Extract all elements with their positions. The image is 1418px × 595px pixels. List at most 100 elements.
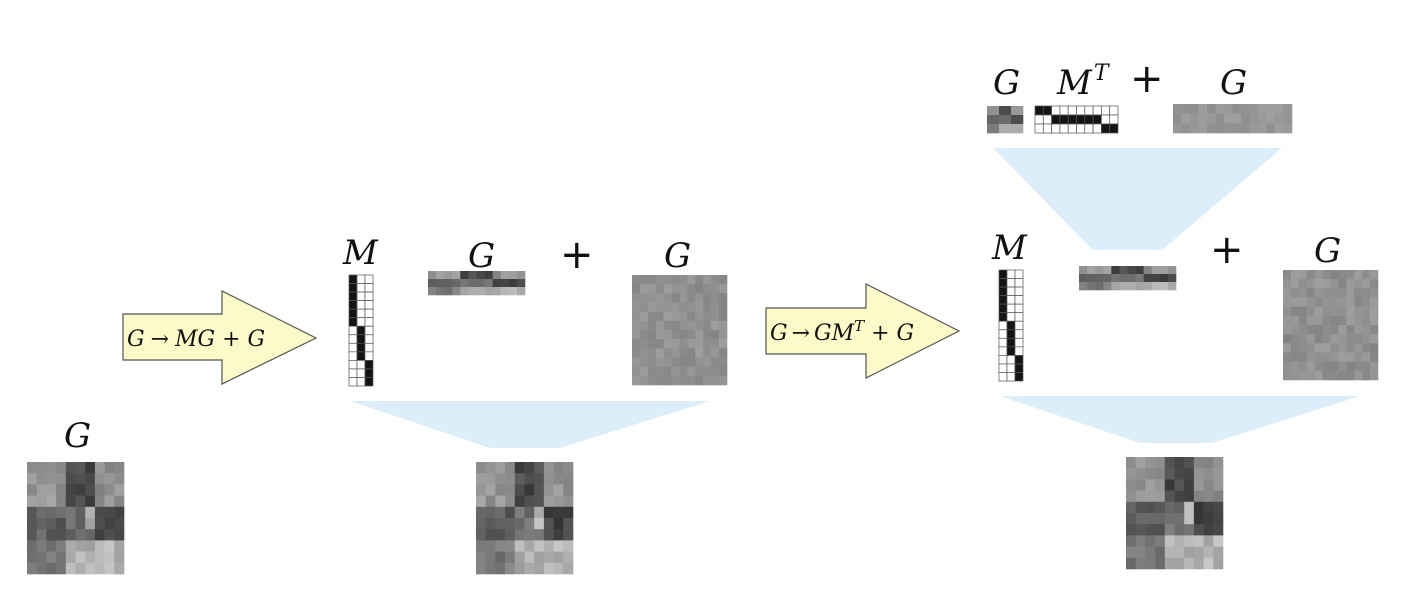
matrix-cell xyxy=(719,311,728,322)
matrix-cell xyxy=(1174,535,1185,547)
matrix-cell xyxy=(632,366,641,377)
matrix-cell xyxy=(1014,278,1024,288)
matrix-cell xyxy=(1014,320,1024,331)
matrix-cell xyxy=(655,293,664,303)
matrix-cell xyxy=(36,462,47,474)
matrix-cell xyxy=(500,279,510,288)
matrix-cell xyxy=(1241,123,1250,134)
matrix-cell xyxy=(1155,546,1166,559)
matrix-cell xyxy=(1006,346,1016,356)
matrix-cell xyxy=(1145,479,1156,491)
matrix-cell xyxy=(1322,370,1331,381)
matrix-cell xyxy=(468,279,477,288)
matrix-cell xyxy=(687,311,696,322)
matrix-cell xyxy=(663,275,672,285)
matrix-cell xyxy=(476,462,486,474)
matrix-cell xyxy=(1338,297,1347,307)
matrix-cell xyxy=(719,330,728,340)
matrix-cell xyxy=(500,271,510,280)
matrix-cell xyxy=(505,551,516,564)
matrix-cell xyxy=(104,540,115,552)
matrix-cell xyxy=(1258,123,1267,134)
matrix-cell xyxy=(703,284,712,294)
matrix-cell xyxy=(711,330,720,340)
matrix-cell xyxy=(1283,113,1293,124)
matrix-cell xyxy=(1283,279,1292,289)
matrix-cell xyxy=(94,484,105,496)
matrix-cell xyxy=(1203,468,1214,480)
matrix-cell xyxy=(1283,104,1293,114)
matrix-cell xyxy=(671,330,680,340)
matrix-cell xyxy=(1181,104,1191,114)
matrix-cell xyxy=(364,377,374,387)
matrix-cell xyxy=(655,339,664,349)
matrix-cell xyxy=(687,366,696,377)
matrix-cell xyxy=(1119,282,1128,291)
matrix-cell xyxy=(1127,274,1136,283)
matrix-cell xyxy=(1330,270,1339,280)
matrix-cell xyxy=(524,473,535,485)
funnel-shape xyxy=(993,148,1282,250)
matrix-cell xyxy=(460,271,469,280)
matrix-cell xyxy=(1087,274,1096,283)
matrix-cell xyxy=(1126,524,1136,536)
matrix-cell xyxy=(485,551,496,564)
matrix-cell xyxy=(663,311,672,322)
matrix-cell xyxy=(524,506,535,519)
matrix-cell xyxy=(94,551,105,564)
matrix-cell xyxy=(632,348,641,358)
matrix-cell xyxy=(1042,123,1052,134)
matrix-cell xyxy=(1330,325,1339,335)
matrix-cell xyxy=(485,462,496,474)
matrix-cell xyxy=(1283,306,1292,317)
matrix-cell xyxy=(495,562,506,575)
matrix-cell xyxy=(1014,286,1024,296)
matrix-cell xyxy=(679,275,688,285)
matrix-cell xyxy=(485,495,496,508)
matrix-cell xyxy=(1184,557,1195,570)
matrix-cell xyxy=(998,278,1008,288)
matrix-cell xyxy=(655,357,664,367)
matrix-cell xyxy=(1119,274,1128,283)
matrix-cell xyxy=(56,529,67,541)
matrix-cell xyxy=(639,284,649,294)
matrix-cell xyxy=(679,357,688,367)
matrix-cell xyxy=(94,562,105,575)
matrix-cell xyxy=(711,320,720,331)
matrix-cell xyxy=(1354,306,1363,317)
matrix-cell xyxy=(514,506,525,519)
matrix-cell xyxy=(1042,105,1052,116)
matrix-cell xyxy=(1109,123,1119,134)
matrix-cell xyxy=(1224,104,1233,114)
matrix-cell xyxy=(114,506,125,519)
matrix-cell xyxy=(1322,352,1331,362)
matrix-cell xyxy=(356,368,366,378)
matrix-cell xyxy=(1283,325,1292,335)
matrix-cell xyxy=(1184,524,1195,536)
matrix-cell xyxy=(1135,513,1146,525)
matrix-cell xyxy=(505,506,516,519)
matrix-cell xyxy=(1346,343,1355,353)
matrix-cell xyxy=(1249,123,1259,134)
matrix-cell xyxy=(687,275,696,285)
matrix-cell xyxy=(444,271,453,280)
matrix-cell xyxy=(1283,123,1293,134)
matrix-cell xyxy=(1164,479,1175,491)
matrix-cell xyxy=(719,275,728,285)
g-matrix-small xyxy=(1079,266,1177,291)
matrix-cell xyxy=(1203,513,1214,525)
matrix-cell xyxy=(468,287,477,296)
matrix-cell xyxy=(719,375,728,386)
matrix-cell xyxy=(524,484,535,496)
matrix-cell xyxy=(1290,288,1300,298)
matrix-cell xyxy=(85,551,96,564)
matrix-cell xyxy=(1249,113,1259,124)
matrix-cell xyxy=(1159,266,1169,275)
matrix-cell xyxy=(1275,104,1284,114)
matrix-cell xyxy=(563,495,574,508)
matrix-cell xyxy=(1155,501,1166,514)
matrix-cell xyxy=(639,375,649,386)
matrix-cell xyxy=(563,484,574,496)
matrix-cell xyxy=(1145,513,1156,525)
matrix-cell xyxy=(1190,113,1199,124)
